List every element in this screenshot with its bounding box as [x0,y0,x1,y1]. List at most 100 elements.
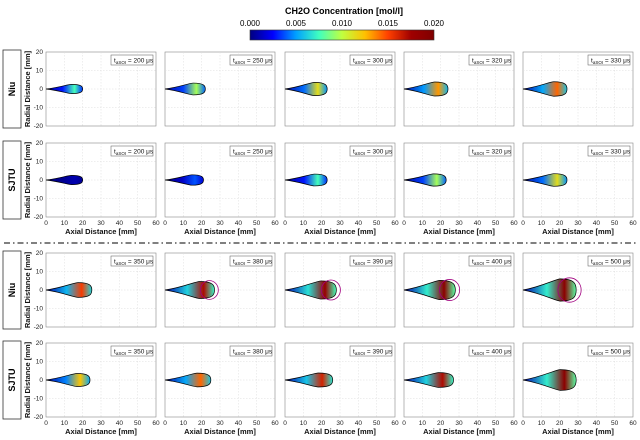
time-annotation-box [349,255,393,267]
row-label-box [2,340,22,420]
x-tick-label: 30 [97,220,105,227]
jet-plume [284,173,328,187]
x-axis-label: Axial Distance [mm] [184,427,256,436]
x-tick-label: 0 [283,420,287,427]
x-tick-label: 50 [611,220,619,227]
jet-plume [164,372,212,388]
x-tick-label: 60 [152,420,160,427]
x-tick-label: 20 [437,220,445,227]
x-tick-label: 0 [163,220,167,227]
time-annotation: taSOI = 330 μs [591,148,631,156]
y-tick-label: 10 [36,68,44,75]
x-tick-label: 50 [134,220,142,227]
time-annotation: taSOI = 390 μs [353,348,393,356]
row-label: Niu [7,82,17,97]
x-tick-label: 50 [611,420,619,427]
x-tick-label: 60 [510,220,518,227]
time-annotation: taSOI = 330 μs [591,57,631,65]
x-axis-label: Axial Distance [mm] [542,427,614,436]
x-tick-label: 20 [556,220,564,227]
y-tick-label: -20 [34,214,44,221]
x-tick-label: 30 [336,420,344,427]
x-tick-label: 20 [318,220,326,227]
x-tick-label: 20 [437,420,445,427]
panel: taSOI = 300 μs 0 10 20 30 40 50 60 Axial Distanc… [283,142,399,236]
time-annotation: taSOI = 320 μs [472,57,512,65]
time-annotation-box [349,145,393,157]
y-tick-label: 0 [39,177,43,184]
jet-plume [164,281,215,299]
jet-plume [284,372,334,388]
time-annotation-box [110,145,154,157]
x-tick-label: 10 [300,420,308,427]
x-tick-label: 40 [116,220,124,227]
row-label-box [2,140,22,220]
time-annotation: taSOI = 400 μs [472,348,512,356]
row-label: SJTU [7,368,17,391]
y-tick-label: 20 [36,340,44,347]
jet-plume [45,282,93,298]
time-annotation-box [468,255,512,267]
x-tick-label: 60 [510,420,518,427]
x-tick-label: 0 [283,220,287,227]
x-tick-label: 20 [79,420,87,427]
time-annotation-box [110,54,154,66]
y-tick-label: -20 [34,414,44,421]
x-axis-label: Axial Distance [mm] [65,427,137,436]
x-tick-label: 60 [391,220,399,227]
x-tick-label: 10 [538,420,546,427]
panel: taSOI = 320 μs 0 10 20 30 40 50 60 Axial Distanc… [402,142,518,236]
time-annotation-box [229,255,273,267]
x-tick-label: 50 [253,220,261,227]
x-tick-label: 40 [355,420,363,427]
jet-plume [45,84,84,94]
panel: taSOI = 330 μs [522,51,634,127]
x-tick-label: 50 [373,220,381,227]
time-annotation: taSOI = 320 μs [472,148,512,156]
x-tick-label: 30 [455,420,463,427]
x-tick-label: 20 [318,420,326,427]
time-annotation-box [110,255,154,267]
time-annotation: taSOI = 390 μs [353,258,393,266]
x-tick-label: 20 [198,220,206,227]
colorbar-tick-label: 0.015 [378,19,399,28]
time-annotation: taSOI = 400 μs [472,258,512,266]
jet-plume [403,173,447,187]
x-tick-label: 40 [116,420,124,427]
time-annotation-box [468,54,512,66]
row-label: SJTU [7,168,17,191]
time-annotation-box [349,345,393,357]
y-axis-label: Radial Distance [mm] [23,251,32,328]
time-annotation-box [229,145,273,157]
time-annotation: taSOI = 380 μs [233,348,273,356]
x-tick-label: 50 [492,420,500,427]
jet-plume [403,372,454,388]
colorbar-tick-label: 0.000 [240,19,261,28]
time-annotation-box [468,345,512,357]
x-tick-label: 60 [391,420,399,427]
x-tick-label: 30 [455,220,463,227]
time-annotation: taSOI = 300 μs [353,57,393,65]
jet-plume [45,373,91,387]
time-annotation-box [587,145,631,157]
jet-plume [403,81,449,97]
time-annotation: taSOI = 200 μs [114,57,154,65]
y-tick-label: -10 [34,396,44,403]
jet-plume [164,82,206,96]
jet-plume [522,81,568,97]
time-annotation-box [587,54,631,66]
panel: taSOI = 330 μs 0 10 20 30 40 50 60 Axial Distanc… [521,142,637,236]
jet-plume [403,280,456,300]
x-tick-label: 30 [97,420,105,427]
row-label: Niu [7,283,17,298]
x-tick-label: 0 [521,220,525,227]
flame-contour [439,279,461,301]
y-tick-label: 0 [39,287,43,294]
panel: taSOI = 500 μs [522,252,634,328]
x-axis-label: Axial Distance [mm] [423,227,495,236]
x-tick-label: 30 [216,420,224,427]
row-label-box [2,49,22,129]
